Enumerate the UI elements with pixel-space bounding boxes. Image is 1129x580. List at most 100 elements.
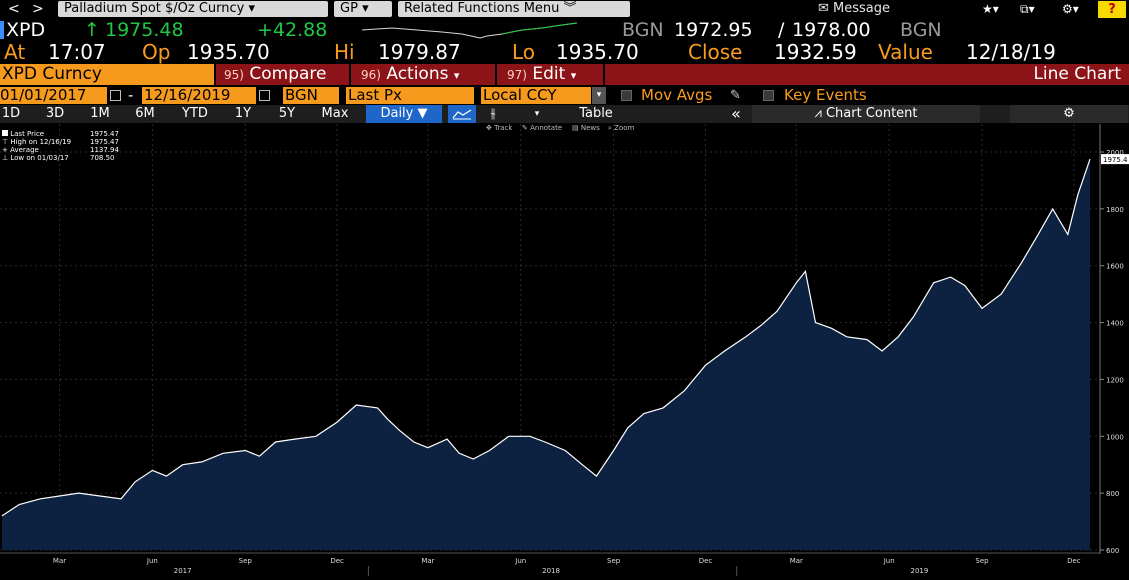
- gp-menu-button[interactable]: GP ▾: [334, 1, 392, 17]
- chevron-down-icon: ▾: [453, 69, 460, 82]
- annotate-tool[interactable]: ✎ Annotate: [522, 124, 563, 132]
- start-date-field[interactable]: 01/01/2017: [0, 87, 107, 104]
- track-tool[interactable]: ✥ Track: [486, 124, 513, 132]
- legend-low: ⊥ Low on 01/03/17 708.50: [2, 154, 115, 162]
- last-value-box: [1101, 154, 1129, 165]
- end-date-field[interactable]: 12/16/2019: [142, 87, 256, 104]
- collapse-button[interactable]: «: [731, 104, 741, 123]
- star-icon[interactable]: ★▾: [982, 2, 999, 16]
- y-tick-label: 800: [1106, 490, 1119, 498]
- average-marker-icon: +: [2, 146, 11, 154]
- x-tick-label: Dec: [1067, 557, 1081, 565]
- news-label: News: [580, 124, 600, 132]
- zoom-tool[interactable]: ⌕ Zoom: [608, 124, 635, 132]
- actions-button[interactable]: 96) Actions ▾: [351, 64, 495, 85]
- currency-select[interactable]: Local CCY: [481, 87, 591, 104]
- x-tick-label: Sep: [239, 557, 253, 565]
- security-field[interactable]: XPD Curncy: [0, 64, 214, 85]
- close-value: 1932.59: [774, 40, 857, 64]
- key-events-checkbox[interactable]: [763, 90, 774, 101]
- y-tick-label: 1200: [1106, 376, 1124, 384]
- last-price: 1975.48: [105, 19, 184, 41]
- chart-content-button[interactable]: ⩘ Chart Content: [752, 105, 980, 123]
- gp-menu-label: GP: [340, 1, 358, 16]
- candle-chart-icon[interactable]: ⫳: [490, 106, 496, 121]
- ask-price: 1978.00: [792, 19, 871, 41]
- y-tick-label: 1000: [1106, 433, 1124, 441]
- x-tick-label: Sep: [975, 557, 989, 565]
- x-tick-label: Mar: [790, 557, 803, 565]
- range-1m[interactable]: 1M: [90, 106, 110, 121]
- range-max[interactable]: Max: [321, 106, 349, 121]
- legend-label: High on 12/16/19: [10, 138, 72, 146]
- mov-avgs-checkbox[interactable]: [621, 90, 632, 101]
- help-button[interactable]: ?: [1098, 1, 1126, 18]
- edit-button[interactable]: 97) Edit ▾: [497, 64, 603, 85]
- chevron-down-icon[interactable]: ▾: [534, 109, 540, 119]
- related-functions-label: Related Functions Menu: [404, 1, 560, 16]
- calendar-icon[interactable]: [110, 90, 121, 101]
- security-menu-button[interactable]: Palladium Spot $/Oz Curncy ▾: [58, 1, 328, 17]
- value-label: Value: [878, 40, 933, 64]
- field-select[interactable]: Last Px: [346, 87, 474, 104]
- range-bar: 1D 3D 1M 6M YTD 1Y 5Y Max Daily ▼ ⫳ ▾ Ta…: [0, 105, 1129, 123]
- message-button[interactable]: ✉ Message: [818, 0, 890, 18]
- period-select[interactable]: Daily ▼: [366, 105, 442, 123]
- range-5y[interactable]: 5Y: [278, 106, 296, 121]
- forward-arrow-icon[interactable]: >: [32, 1, 44, 17]
- range-6m[interactable]: 6M: [135, 106, 155, 121]
- gear-icon[interactable]: ⚙: [1010, 105, 1128, 123]
- bid-ask-separator: /: [778, 19, 785, 41]
- chart-content-icon: ⩘: [814, 106, 826, 121]
- range-3d[interactable]: 3D: [45, 106, 65, 121]
- edit-number: 97): [507, 68, 527, 82]
- x-tick-label: Jun: [146, 557, 158, 565]
- table-button[interactable]: Table: [579, 106, 613, 121]
- x-tick-label: Dec: [699, 557, 713, 565]
- net-change: +42.88: [257, 19, 328, 41]
- period-label: Daily: [380, 106, 414, 121]
- source-field[interactable]: BGN: [283, 87, 339, 104]
- at-value: 17:07: [48, 40, 106, 64]
- line-chart-icon[interactable]: [448, 105, 476, 123]
- pencil-icon[interactable]: ✎: [730, 88, 741, 103]
- at-label: At: [4, 40, 26, 64]
- back-arrow-icon[interactable]: <: [8, 1, 20, 17]
- y-tick-label: 1600: [1106, 263, 1124, 271]
- chevron-down-icon: ▾: [570, 69, 577, 82]
- news-tool[interactable]: ▤ News: [572, 124, 600, 132]
- legend-label: Average: [10, 146, 39, 154]
- range-ytd[interactable]: YTD: [182, 106, 208, 121]
- gear-icon[interactable]: ⚙▾: [1062, 2, 1079, 16]
- open-value: 1935.70: [187, 40, 270, 64]
- open-label: Op: [142, 40, 171, 64]
- value-date: 12/18/19: [966, 40, 1056, 64]
- window-icon[interactable]: ⧉▾: [1020, 2, 1035, 16]
- actions-label: Actions: [386, 64, 449, 84]
- range-1d[interactable]: 1D: [1, 106, 21, 121]
- legend-value: 1975.47: [90, 138, 119, 146]
- compare-button[interactable]: 95) Compare: [216, 64, 349, 85]
- bid-source: BGN: [622, 19, 664, 41]
- sparkline: [362, 22, 578, 39]
- envelope-icon: ✉: [818, 1, 834, 16]
- up-arrow-icon: ↑: [84, 19, 100, 41]
- track-label: Track: [494, 124, 513, 132]
- calendar-icon[interactable]: [259, 90, 270, 101]
- ticker-marker: [0, 21, 4, 39]
- year-label: 2017: [174, 567, 192, 575]
- high-label: Hi: [334, 40, 355, 64]
- legend-value: 1975.47: [90, 130, 119, 138]
- chevron-down-icon[interactable]: ▾: [592, 87, 606, 104]
- related-functions-button[interactable]: Related Functions Menu ︾: [398, 1, 630, 17]
- close-label: Close: [688, 40, 743, 64]
- low-label: Lo: [512, 40, 536, 64]
- year-label: 2018: [542, 567, 560, 575]
- low-marker-icon: ⊥: [2, 154, 11, 162]
- ticker: XPD: [6, 19, 46, 41]
- legend-average: + Average 1137.94: [2, 146, 119, 154]
- chart-tools: ✥ Track ✎ Annotate ▤ News ⌕ Zoom: [0, 123, 1129, 134]
- chevron-down-icon: ▾: [362, 1, 369, 16]
- range-1y[interactable]: 1Y: [234, 106, 252, 121]
